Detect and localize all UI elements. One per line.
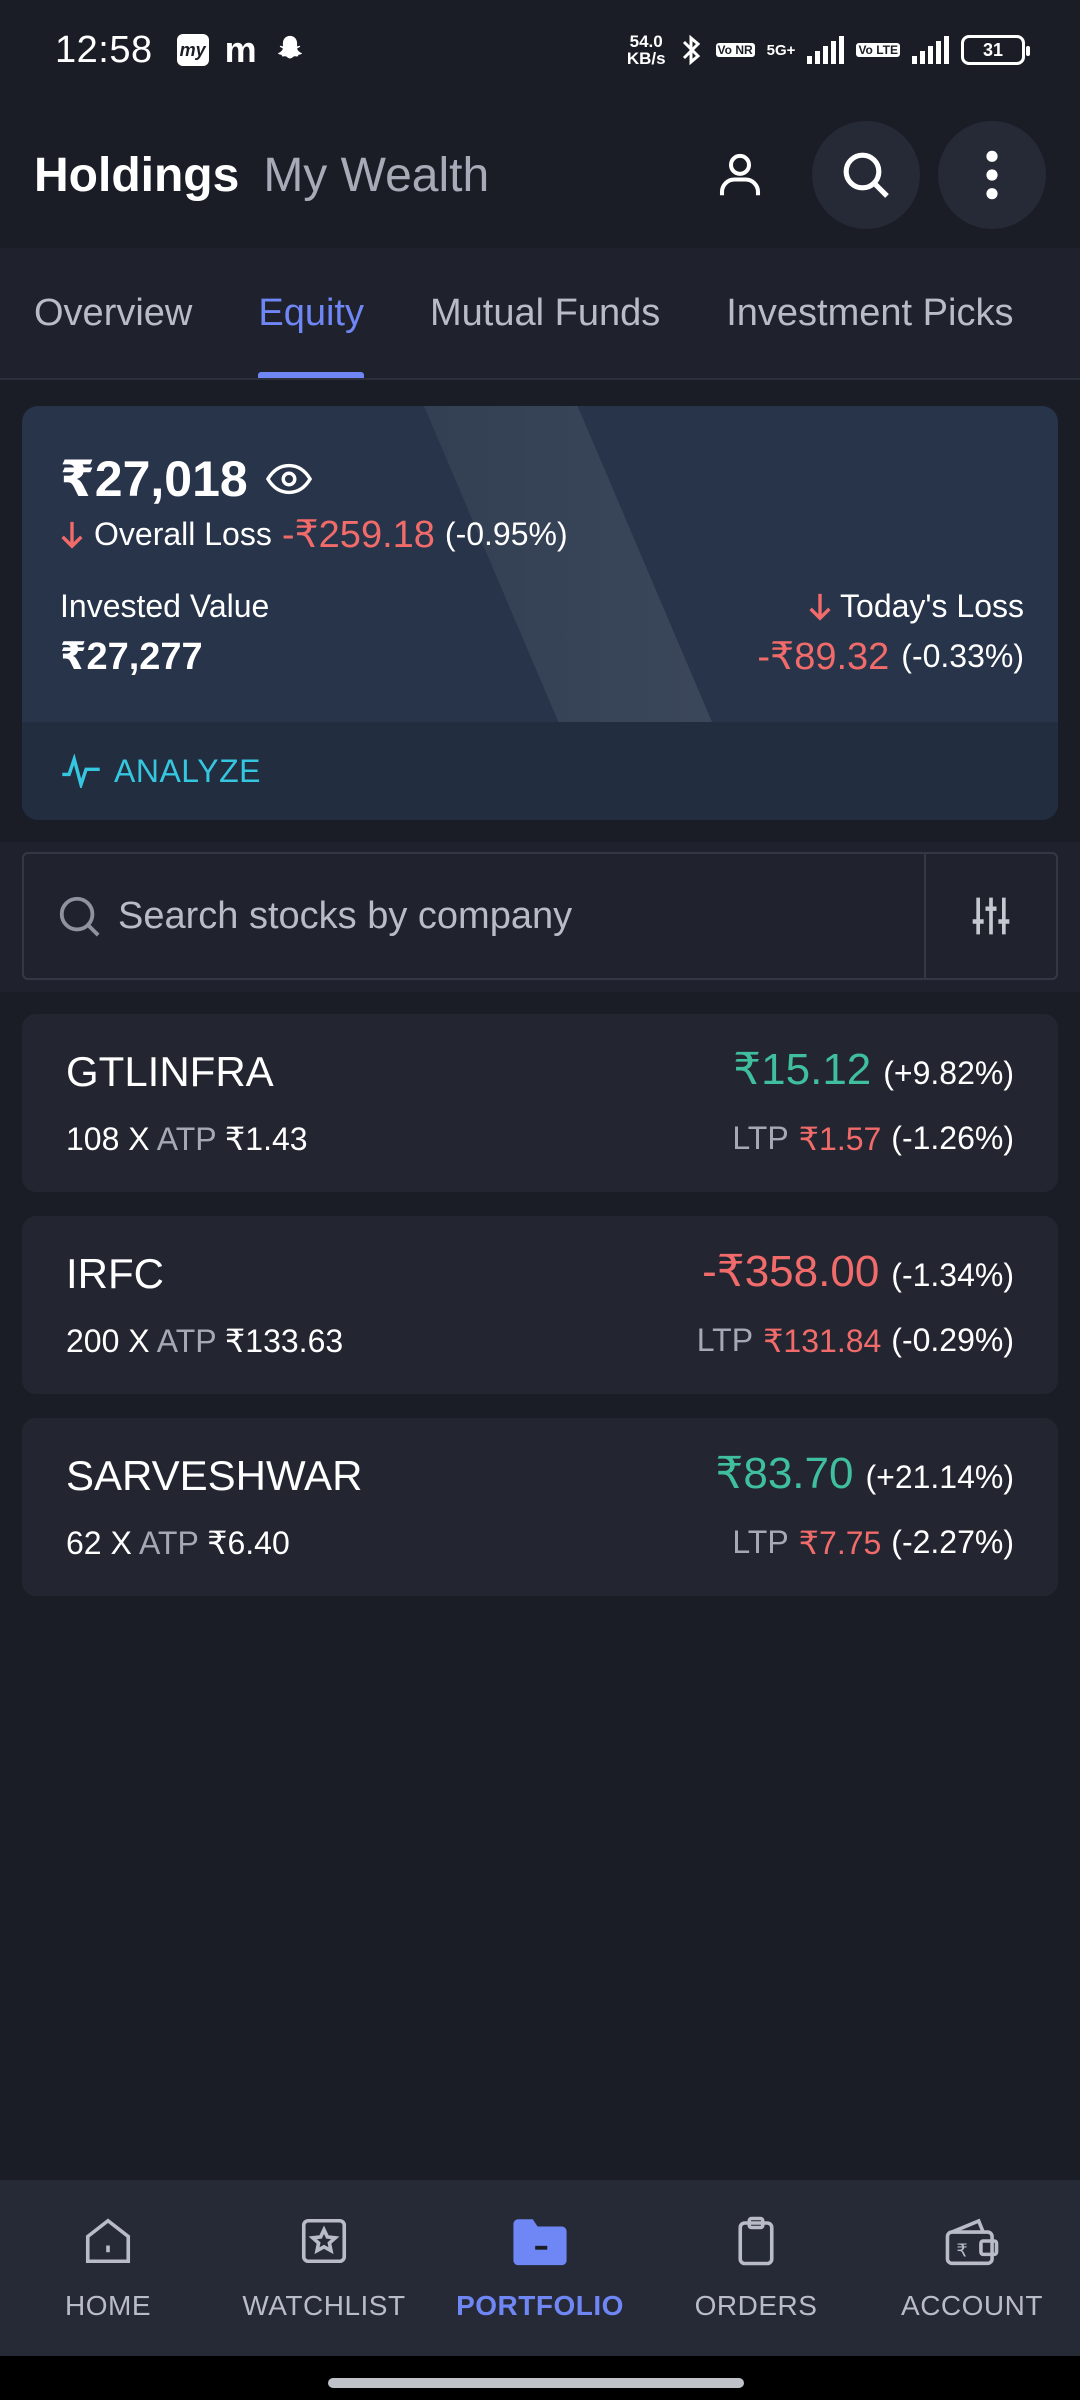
more-vertical-icon [986,150,998,200]
stock-pnl: ₹83.70 (+21.14%) [715,1449,1014,1498]
wallet-icon: ₹ [945,2218,999,2266]
arrow-down-icon [809,593,831,621]
stock-name: IRFC [66,1250,164,1297]
app-header: Holdings My Wealth [0,110,1080,240]
tab-overview[interactable]: Overview [34,291,193,334]
tab-equity[interactable]: Equity [258,248,364,378]
notification-icons: my m [176,29,307,71]
more-options-button[interactable] [938,121,1046,229]
tab-mutual-funds[interactable]: Mutual Funds [430,291,661,334]
header-actions [686,121,1046,229]
net-speed: 54.0 KB/s [626,32,666,68]
snapchat-icon [277,35,302,59]
system-status: 54.0 KB/s Vo NR 5G+ Vo LTE 31 [626,32,1030,68]
nav-account[interactable]: ₹ ACCOUNT [864,2214,1080,2322]
stock-quantity: 200 X ATP ₹133.63 [66,1323,344,1359]
portfolio-summary-card: ₹27,018 Overall Loss -₹259.18 (-0.95%) I… [22,406,1058,820]
invested-value: ₹27,277 [60,636,203,678]
status-bar: 12:58 my m 54.0 KB/s Vo NR 5G+ Vo LTE 31 [0,0,1080,100]
holding-row[interactable]: GTLINFRA 108 X ATP ₹1.43 ₹15.12 (+9.82%)… [22,1014,1058,1192]
stock-ltp: LTP ₹1.57 (-1.26%) [732,1120,1014,1157]
home-gesture-bar[interactable] [328,2378,744,2388]
bottom-navigation: HOME WATCHLIST PORTFOLIO ORDERS ₹ ACCOUN… [0,2180,1080,2356]
invested-label: Invested Value [60,588,270,624]
arrow-down-icon [61,521,83,549]
profile-icon [719,153,761,196]
volte-badge: Vo LTE [856,43,900,57]
holding-row[interactable]: SARVESHWAR 62 X ATP ₹6.40 ₹83.70 (+21.14… [22,1418,1058,1596]
myjio-icon: my [176,34,209,66]
m-app-icon: m [224,29,257,70]
analyze-button[interactable]: ANALYZE [22,722,1058,820]
bluetooth-icon [682,34,700,66]
status-time: 12:58 [55,28,153,71]
search-button[interactable] [812,121,920,229]
card-decoration [424,406,712,722]
sim1-signal: 5G+ [766,41,796,59]
overall-loss: Overall Loss -₹259.18 (-0.95%) [60,512,568,557]
svg-text:₹: ₹ [956,2241,967,2262]
home-icon [85,2218,131,2264]
todays-loss-amount: -₹89.32 [757,636,890,678]
page-title: Holdings [34,148,240,202]
holding-row[interactable]: IRFC 200 X ATP ₹133.63 -₹358.00 (-1.34%)… [22,1216,1058,1394]
todays-loss-pct: (-0.33%) [901,638,1024,674]
search-icon [843,152,889,198]
nav-home[interactable]: HOME [0,2214,216,2322]
tab-investment-picks[interactable]: Investment Picks [726,291,1014,334]
nav-portfolio[interactable]: PORTFOLIO [432,2214,648,2322]
todays-loss: -₹89.32 (-0.33%) [757,634,1024,679]
profile-button[interactable] [686,121,794,229]
signal-bars-1-icon [807,36,845,64]
holdings-tabs: Overview Equity Mutual Funds Investment … [0,248,1080,380]
overall-loss-amount: -₹259.18 [281,514,435,556]
stock-quantity: 62 X ATP ₹6.40 [66,1525,290,1561]
filter-button[interactable] [924,854,1056,978]
current-value: ₹27,018 [60,450,312,508]
clipboard-icon [738,2216,774,2266]
pulse-chart-icon [62,754,100,788]
nav-watchlist[interactable]: WATCHLIST [216,2214,432,2322]
signal-bars-2-icon [912,36,949,64]
nav-orders[interactable]: ORDERS [648,2214,864,2322]
watchlist-star-icon [301,2218,347,2264]
stock-pnl: ₹15.12 (+9.82%) [733,1045,1014,1094]
todays-loss-label: Today's Loss [808,588,1024,625]
eye-icon[interactable] [265,463,312,495]
stock-ltp: LTP ₹131.84 (-0.29%) [696,1322,1014,1359]
stock-pnl: -₹358.00 (-1.34%) [702,1247,1014,1296]
stock-search-bar [22,852,1058,980]
battery-icon: 31 [961,35,1030,65]
vonr-badge: Vo NR [715,43,755,57]
overall-loss-pct: (-0.95%) [444,516,568,552]
stock-ltp: LTP ₹7.75 (-2.27%) [732,1524,1014,1561]
search-input[interactable] [118,854,924,978]
stock-name: GTLINFRA [66,1048,274,1095]
sliders-icon [972,897,1010,935]
folder-icon [513,2219,567,2266]
stock-quantity: 108 X ATP ₹1.43 [66,1121,308,1157]
stock-name: SARVESHWAR [66,1452,363,1499]
search-icon [59,896,100,937]
my-wealth-link[interactable]: My Wealth [263,148,490,202]
